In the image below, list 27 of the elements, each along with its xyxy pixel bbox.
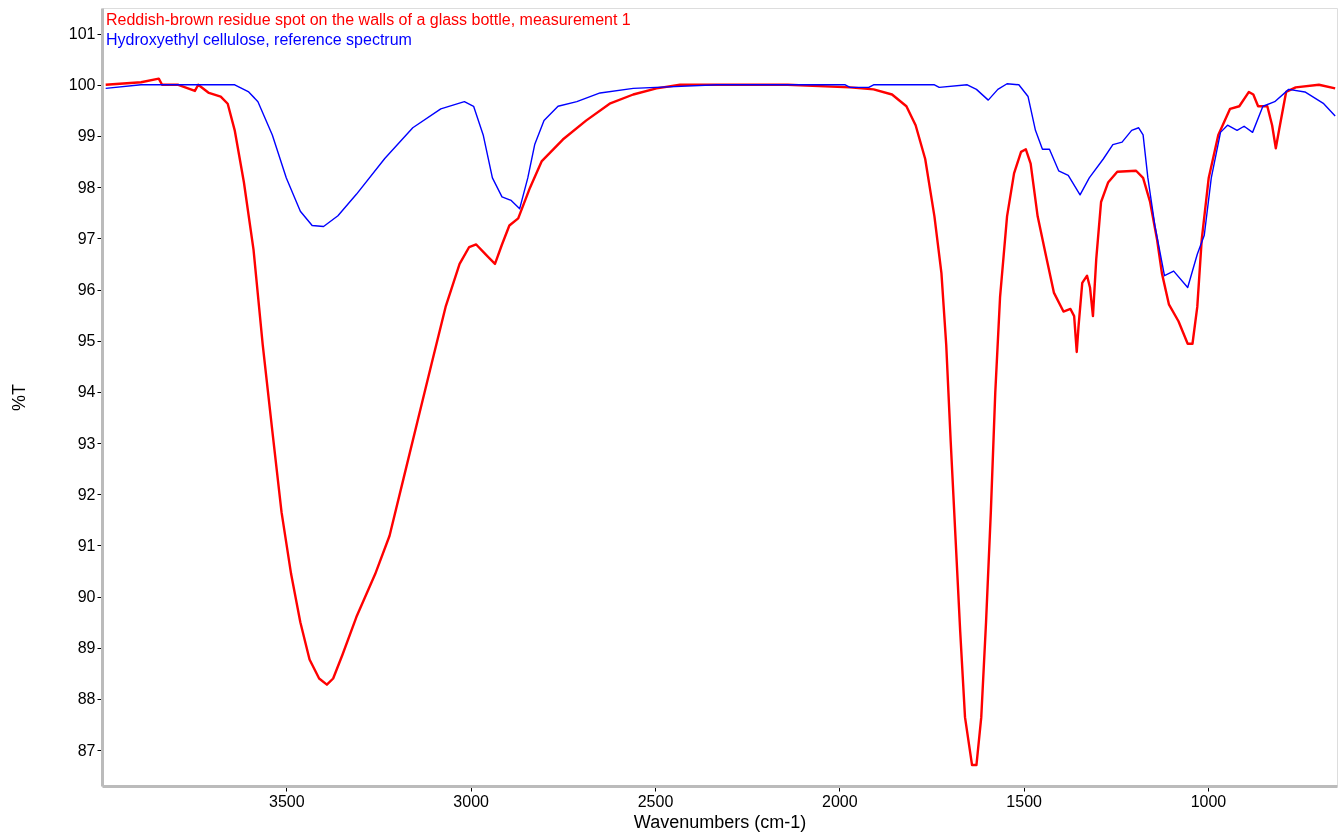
x-tick-label: 2000 <box>822 792 858 810</box>
y-tick-label: 92 <box>77 485 96 503</box>
y-tick-label: 91 <box>77 536 96 554</box>
line-series <box>104 77 1337 767</box>
y-tick-label: 97 <box>77 229 96 247</box>
text: Reddish-brown residue spot on the walls of a glass bottle, measurement 1 <box>106 11 631 28</box>
y-tick-label: 87 <box>77 741 96 759</box>
y-tick-label: 89 <box>77 639 96 657</box>
y-tick-label: 90 <box>77 588 96 606</box>
line-series <box>104 83 1336 289</box>
text: Hydroxyethyl cellulose, reference spectrum <box>106 31 412 48</box>
y-tick-label: 99 <box>77 127 96 145</box>
x-tick-label: 1500 <box>1006 792 1043 810</box>
y-tick-label: 88 <box>77 690 96 708</box>
y-tick-label: 98 <box>77 178 96 196</box>
y-tick-label: 96 <box>77 281 96 299</box>
x-tick-label: 2500 <box>637 792 674 810</box>
y-tick-label: 93 <box>77 434 96 452</box>
y-tick-label: 100 <box>68 76 96 94</box>
x-tick-label: 3000 <box>453 792 490 810</box>
y-tick-label: 101 <box>68 25 96 43</box>
x-tick-label: 1000 <box>1190 792 1227 810</box>
y-tick-label: 94 <box>77 383 96 401</box>
y-tick-label: 95 <box>77 332 96 350</box>
y-axis-title: %T <box>8 384 29 411</box>
x-tick-label: 3500 <box>269 792 305 810</box>
x-axis-title: Wavenumbers (cm-1) <box>633 811 807 832</box>
